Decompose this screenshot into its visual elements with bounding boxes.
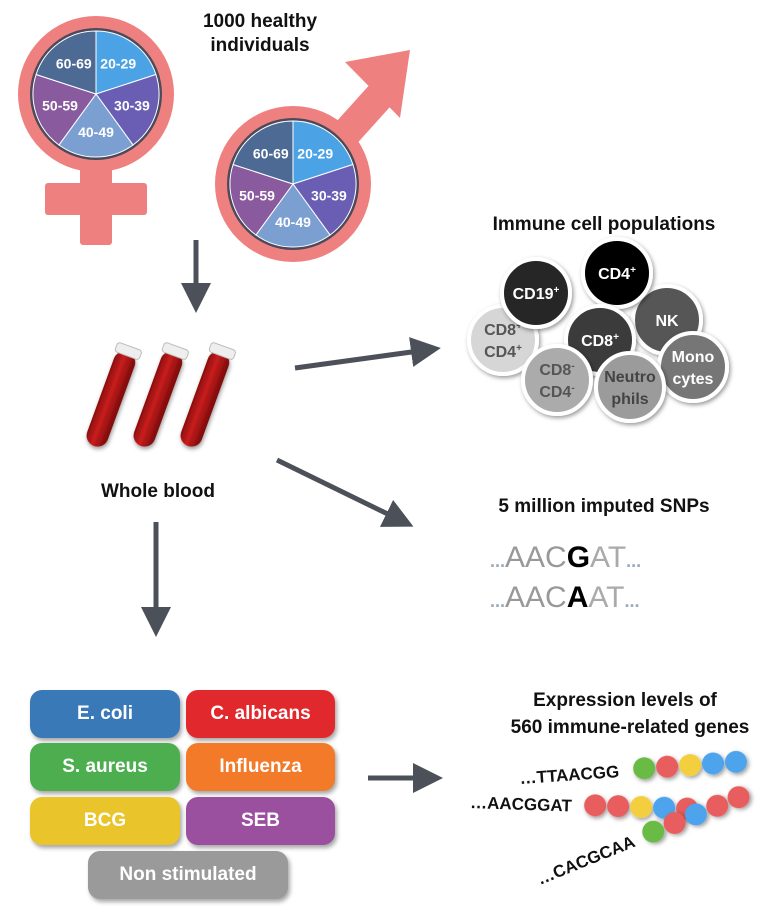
arrow-to-immune-cells <box>294 337 441 371</box>
expression-bead <box>727 786 750 809</box>
pie-label-40-49: 40-49 <box>78 124 114 140</box>
stimulus-e-coli: E. coli <box>30 690 180 738</box>
pie-slice-50-59 <box>32 73 97 146</box>
cell-label: CD4- <box>539 383 574 401</box>
expression-bead <box>584 794 607 817</box>
title-line-2: individuals <box>210 35 309 56</box>
snp-sequence: ...AACAAT... <box>490 581 640 614</box>
cell-cd8-cd4-: CD8- CD4- <box>521 344 593 416</box>
expression-title-line-2: 560 immune-related genes <box>511 717 750 738</box>
arrow-to-snps <box>275 457 414 527</box>
expression-bead <box>663 812 686 835</box>
strand-sequence: …CACGCAA <box>534 832 637 889</box>
expression-strand: …AACGGAT <box>470 793 699 820</box>
pie-slice-40-49 <box>255 183 331 248</box>
pie-slice-30-39 <box>292 163 357 236</box>
stimulus-influenza: Influenza <box>186 743 335 791</box>
cell-neutrophils: Neutro phils <box>594 351 666 423</box>
expression-bead <box>630 795 653 818</box>
cell-cd19-: CD19+ <box>500 257 572 329</box>
snp-title: 5 million imputed SNPs <box>498 496 709 517</box>
whole-blood-label: Whole blood <box>101 481 215 502</box>
cell-label: CD4+ <box>484 343 522 361</box>
pie-label-20-29: 20-29 <box>100 55 136 71</box>
cell-cd4-: CD4+ <box>581 237 653 309</box>
blood-tubes-icon <box>86 342 236 447</box>
pie-label-60-69: 60-69 <box>56 55 92 71</box>
expression-bead <box>633 757 656 780</box>
strand-sequence: …TTAACGG <box>519 762 620 788</box>
pie-slice-20-29 <box>95 30 157 95</box>
pie-label-40-49: 40-49 <box>275 214 311 230</box>
expression-bead <box>642 820 665 843</box>
expression-strands: …TTAACGG …AACGGAT …CACGCAA <box>470 750 750 889</box>
cell-monocytes: Mono cytes <box>657 331 729 403</box>
pie-label-20-29: 20-29 <box>297 145 333 161</box>
immune-cell-cluster: CD8+ CD4+ CD19+ NK CD4+ CD8+ CD8- CD4- Mono cytes… <box>467 237 729 423</box>
cell-label: phils <box>611 391 648 408</box>
stimulus-non-stimulated: Non stimulated <box>88 851 288 899</box>
expression-bead <box>724 750 747 773</box>
cell-label: Neutro <box>604 369 656 386</box>
pie-slice-60-69 <box>35 30 97 95</box>
cell-label: CD8+ <box>581 332 619 350</box>
pie-label-50-59: 50-59 <box>42 98 78 114</box>
cell-label: CD8- <box>539 361 574 379</box>
strand-sequence: …AACGGAT <box>470 793 573 816</box>
stimulus-seb: SEB <box>186 797 335 845</box>
expression-bead <box>679 754 702 777</box>
stimulus-c-albicans: C. albicans <box>186 690 335 738</box>
expression-bead <box>702 752 725 775</box>
flow-arrows <box>141 240 443 793</box>
pie-slice-60-69 <box>232 120 294 185</box>
expression-bead <box>706 794 729 817</box>
expression-title-line-1: Expression levels of <box>533 690 717 711</box>
pie-slice-30-39 <box>95 73 160 146</box>
pie-label-60-69: 60-69 <box>253 145 289 161</box>
pie-label-30-39: 30-39 <box>114 98 150 114</box>
snp-sequences: ...AACGAT... ...AACAAT... <box>490 541 641 614</box>
snp-sequence: ...AACGAT... <box>490 541 641 574</box>
pie-slice-40-49 <box>58 93 134 158</box>
stimulus-bcg: BCG <box>30 797 180 845</box>
expression-bead <box>607 795 630 818</box>
cell-label: CD4+ <box>598 265 636 283</box>
cell-label: CD19+ <box>513 285 560 303</box>
cell-label: CD8+ <box>484 321 522 339</box>
title-line-1: 1000 healthy <box>203 11 317 32</box>
expression-bead <box>684 803 707 826</box>
immune-title: Immune cell populations <box>493 214 716 235</box>
expression-strand: …TTAACGG <box>519 750 747 788</box>
pie-slice-20-29 <box>292 120 354 185</box>
cell-label: NK <box>655 313 679 330</box>
pie-label-30-39: 30-39 <box>311 188 347 204</box>
pie-label-50-59: 50-59 <box>239 188 275 204</box>
pie-slice-50-59 <box>229 163 294 236</box>
stimulus-s-aureus: S. aureus <box>30 743 180 791</box>
cell-label: Mono <box>672 349 715 366</box>
expression-bead <box>656 755 679 778</box>
cell-label: cytes <box>673 371 714 388</box>
